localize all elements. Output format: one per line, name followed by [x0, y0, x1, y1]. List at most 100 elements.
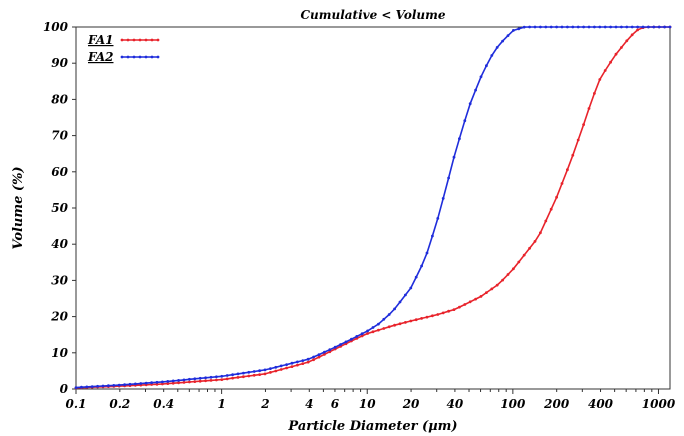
- x-axis: 0.1 0.2 0.4 1 2 4 6 10 20 40 100 200 400 1000: [66, 389, 676, 411]
- series-layer: [74, 25, 672, 390]
- series-point: [495, 283, 499, 287]
- legend-marker: [138, 55, 142, 59]
- series-point: [323, 350, 326, 354]
- series-point: [630, 25, 634, 29]
- series-point: [593, 25, 596, 29]
- series-point: [382, 317, 386, 321]
- y-tick-label: 100: [43, 20, 69, 34]
- series-point: [382, 327, 386, 330]
- y-tick-label: 30: [51, 273, 68, 287]
- chart-title: Cumulative < Volume: [301, 8, 446, 22]
- x-tick-label: 1000: [642, 397, 676, 411]
- series-point: [544, 25, 548, 29]
- series-point: [134, 382, 137, 386]
- series-point: [533, 25, 537, 29]
- series-line-fa1: [75, 26, 670, 389]
- series-point: [474, 297, 477, 301]
- series-point: [166, 380, 170, 383]
- series-point: [641, 25, 645, 29]
- legend-marker: [150, 38, 154, 42]
- series-point: [533, 240, 537, 243]
- series-point: [204, 379, 208, 383]
- series-point: [209, 379, 213, 382]
- series-point: [377, 322, 380, 326]
- series-point: [479, 295, 483, 298]
- series-point: [236, 376, 240, 379]
- series-point: [393, 307, 396, 311]
- series-point: [495, 46, 499, 49]
- x-tick-label: 0.1: [66, 397, 87, 411]
- series-point: [123, 383, 126, 387]
- series-point: [312, 355, 315, 359]
- series-point: [377, 328, 380, 332]
- series-point: [301, 359, 305, 362]
- series-point: [290, 365, 294, 368]
- series-point: [614, 25, 618, 29]
- series-point: [117, 383, 121, 387]
- series-point: [414, 318, 418, 322]
- series-point: [296, 363, 299, 367]
- series-point: [528, 246, 531, 250]
- series-point: [458, 305, 461, 309]
- series-point: [398, 300, 402, 304]
- series-point: [544, 219, 548, 223]
- series-point: [80, 385, 83, 389]
- series-point: [285, 363, 288, 366]
- series-point: [155, 380, 159, 384]
- series-point: [366, 329, 369, 333]
- series-point: [301, 362, 305, 365]
- series-point: [576, 138, 580, 142]
- series-point: [441, 197, 445, 200]
- series-point: [209, 375, 213, 379]
- series-point: [188, 377, 191, 381]
- series-point: [296, 360, 299, 364]
- series-point: [571, 153, 575, 157]
- x-tick-label: 200: [543, 397, 570, 411]
- series-point: [528, 25, 531, 29]
- series-point: [317, 355, 321, 359]
- legend-marker: [144, 38, 148, 42]
- series-point: [620, 25, 623, 29]
- series-point: [171, 379, 175, 383]
- series-point: [252, 370, 256, 373]
- series-point: [306, 357, 310, 361]
- series-point: [231, 376, 235, 380]
- series-point: [107, 384, 110, 388]
- series-point: [431, 314, 434, 318]
- series-point: [144, 381, 148, 385]
- y-axis: 0 10 20 30 40 50 60 70 80 90 100: [43, 20, 76, 396]
- series-point: [269, 367, 272, 370]
- series-point: [112, 384, 116, 387]
- series-point: [598, 25, 602, 29]
- series-point: [225, 377, 229, 381]
- plot-frame: [75, 26, 671, 390]
- series-point: [447, 309, 450, 313]
- series-point: [171, 381, 175, 385]
- series-point: [269, 371, 272, 374]
- series-point: [182, 378, 186, 382]
- legend-marker: [132, 55, 136, 59]
- series-point: [279, 368, 283, 371]
- series-point: [366, 332, 369, 335]
- series-point: [485, 291, 488, 294]
- series-point: [485, 64, 488, 68]
- series-point: [468, 300, 472, 304]
- y-tick-label: 20: [50, 310, 68, 324]
- series-point: [452, 308, 456, 311]
- series-point: [252, 373, 256, 377]
- series-point: [663, 25, 666, 29]
- series-point: [625, 39, 629, 43]
- series-point: [609, 60, 612, 64]
- x-tick-label: 0.4: [153, 397, 174, 411]
- series-point: [603, 25, 607, 29]
- series-point: [501, 278, 504, 282]
- series-point: [360, 332, 364, 336]
- series-point: [560, 25, 564, 29]
- series-point: [182, 381, 186, 384]
- series-point: [393, 323, 396, 327]
- series-point: [409, 319, 413, 323]
- series-point: [350, 337, 353, 341]
- series-point: [290, 361, 294, 365]
